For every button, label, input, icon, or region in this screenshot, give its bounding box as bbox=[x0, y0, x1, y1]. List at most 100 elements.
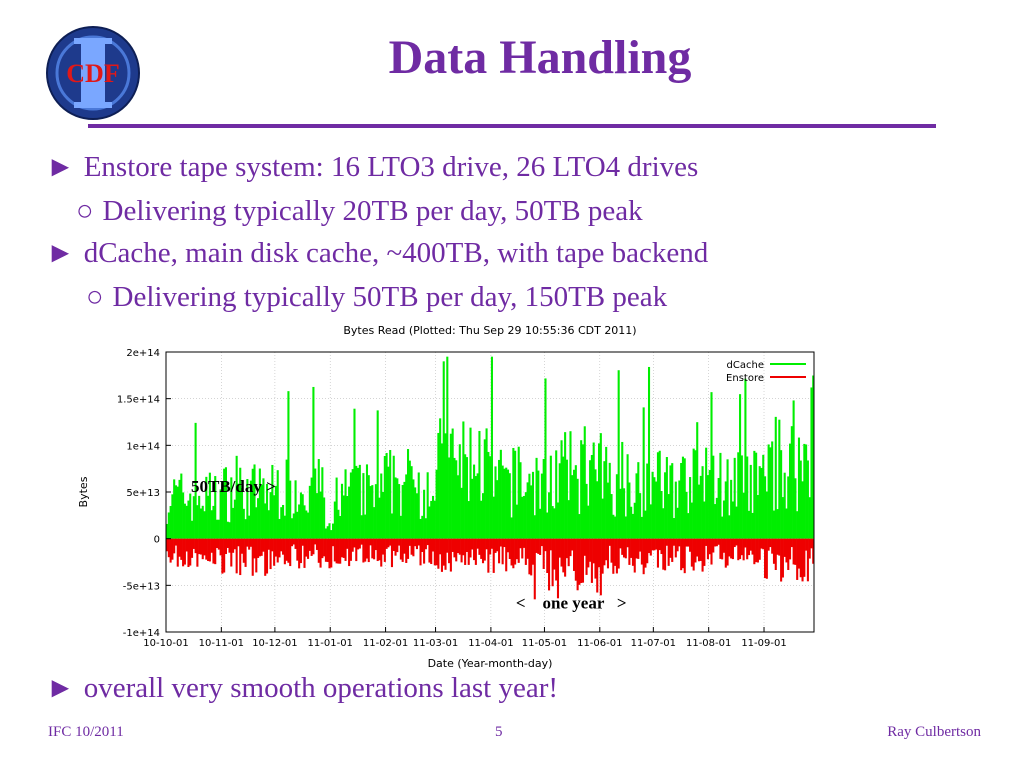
dcache-bar bbox=[289, 480, 292, 539]
enstore-bar bbox=[458, 538, 461, 555]
enstore-bar bbox=[797, 538, 801, 569]
dcache-bar bbox=[790, 426, 793, 539]
enstore-bar bbox=[371, 538, 374, 559]
dcache-bar bbox=[364, 514, 367, 539]
dcache-bar bbox=[321, 467, 324, 539]
enstore-bar bbox=[558, 538, 561, 558]
enstore-bar bbox=[789, 538, 792, 560]
dcache-bar bbox=[740, 455, 743, 539]
enstore-bar bbox=[317, 538, 320, 563]
enstore-bar bbox=[439, 538, 442, 555]
enstore-bar bbox=[369, 538, 372, 546]
enstore-bar bbox=[583, 538, 586, 556]
enstore-bar bbox=[333, 538, 336, 562]
enstore-bar bbox=[680, 538, 683, 571]
enstore-bar bbox=[324, 538, 327, 562]
dcache-bar bbox=[298, 504, 301, 539]
dcache-bar bbox=[435, 469, 438, 539]
dcache-bar bbox=[774, 416, 777, 539]
enstore-bar bbox=[735, 538, 738, 546]
dcache-bar bbox=[374, 484, 377, 539]
enstore-bar bbox=[440, 538, 443, 572]
enstore-bar bbox=[628, 538, 631, 565]
enstore-bar bbox=[196, 538, 199, 567]
enstore-bar bbox=[473, 538, 476, 561]
enstore-bar bbox=[635, 538, 638, 559]
enstore-bar bbox=[783, 538, 786, 557]
enstore-bar bbox=[774, 538, 777, 570]
dcache-bar bbox=[415, 493, 419, 539]
dcache-bar bbox=[323, 497, 326, 539]
dcache-bar bbox=[326, 526, 329, 539]
dcache-bar bbox=[376, 410, 379, 539]
dcache-bar bbox=[355, 465, 358, 539]
dcache-bar bbox=[751, 512, 754, 539]
dcache-bar bbox=[690, 502, 693, 539]
enstore-bar bbox=[292, 538, 295, 545]
enstore-bar bbox=[492, 538, 495, 573]
footer-author: Ray Culbertson bbox=[887, 724, 981, 740]
enstore-bar bbox=[505, 538, 508, 572]
enstore-bar bbox=[217, 538, 220, 550]
dcache-bar bbox=[458, 444, 461, 539]
enstore-bar bbox=[805, 538, 808, 551]
dcache-bar bbox=[496, 480, 499, 539]
dcache-bar bbox=[785, 508, 788, 539]
dcache-bar bbox=[307, 512, 310, 539]
dcache-bar bbox=[449, 433, 452, 539]
enstore-bar bbox=[551, 538, 554, 587]
enstore-bar bbox=[481, 538, 485, 564]
enstore-bar bbox=[664, 538, 667, 571]
dcache-bar bbox=[365, 464, 369, 539]
dcache-bar bbox=[581, 444, 585, 539]
enstore-bar bbox=[776, 538, 779, 555]
enstore-bar bbox=[621, 538, 624, 555]
dcache-bar bbox=[223, 468, 226, 539]
enstore-bar bbox=[555, 538, 558, 581]
dcache-bar bbox=[414, 487, 417, 539]
dcache-bar bbox=[462, 421, 465, 539]
dcache-bar bbox=[419, 518, 422, 539]
enstore-bar bbox=[444, 538, 447, 570]
dcache-bar bbox=[207, 495, 210, 539]
dcache-bar bbox=[410, 466, 413, 539]
bullet-dcache: ► dCache, main disk cache, ~400TB, with t… bbox=[46, 237, 708, 270]
dcache-bar bbox=[805, 444, 808, 539]
enstore-bar bbox=[524, 538, 527, 565]
dcache-bar bbox=[351, 469, 354, 539]
dcache-bar bbox=[765, 491, 768, 539]
enstore-bar bbox=[728, 538, 731, 557]
enstore-bar bbox=[462, 538, 465, 556]
dcache-bar bbox=[647, 366, 651, 539]
enstore-bar bbox=[687, 538, 690, 547]
dcache-bar bbox=[199, 508, 203, 539]
dcache-bar bbox=[685, 491, 688, 539]
enstore-bar bbox=[596, 538, 599, 593]
dcache-bar bbox=[587, 505, 590, 539]
enstore-bar bbox=[301, 538, 304, 546]
dcache-bar bbox=[387, 466, 390, 539]
dcache-bar bbox=[540, 473, 543, 539]
enstore-bar bbox=[392, 538, 395, 551]
enstore-bar bbox=[203, 538, 206, 556]
dcache-bar bbox=[521, 496, 524, 539]
enstore-bar bbox=[199, 538, 203, 555]
dcache-bar bbox=[776, 509, 779, 539]
dcache-bar bbox=[667, 494, 670, 539]
dcache-bar bbox=[476, 473, 479, 539]
dcache-bar bbox=[390, 513, 394, 539]
dcache-bar bbox=[469, 427, 472, 539]
bullet-text: dCache, main disk cache, ~400TB, with ta… bbox=[83, 237, 709, 269]
dcache-bar bbox=[614, 516, 617, 539]
enstore-bar bbox=[603, 538, 606, 566]
enstore-bar bbox=[501, 538, 504, 565]
x-tick-label: 11-03-01 bbox=[413, 638, 458, 649]
enstore-bar bbox=[174, 538, 178, 546]
dcache-bar bbox=[806, 460, 809, 539]
dcache-bar bbox=[767, 444, 770, 539]
enstore-bar bbox=[580, 538, 583, 583]
enstore-bar bbox=[433, 538, 436, 566]
dcache-bar bbox=[392, 455, 395, 539]
dcache-bar bbox=[701, 466, 704, 539]
enstore-bar bbox=[749, 538, 752, 551]
